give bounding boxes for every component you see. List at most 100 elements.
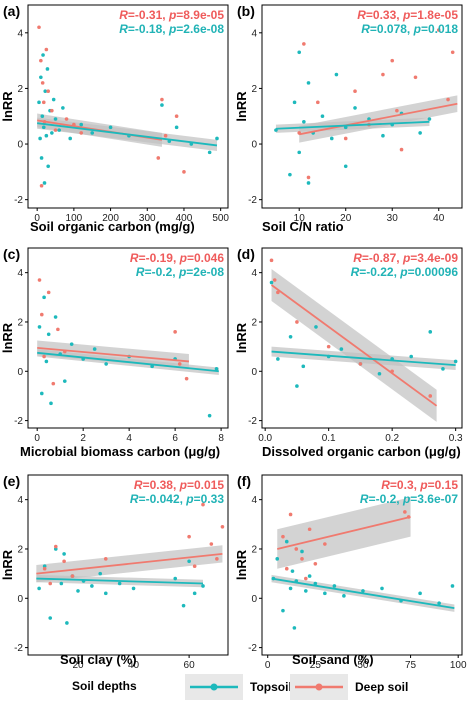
point-deep-soil bbox=[294, 547, 299, 551]
x-tick-label: 500 bbox=[212, 213, 229, 224]
point-topsoil bbox=[207, 413, 212, 418]
point-deep-soil bbox=[288, 512, 293, 517]
point-topsoil bbox=[90, 131, 95, 135]
panel-c: (c) -2 0 2 4 0 2 4 6 8 lnRR Microbial biomass carbo… bbox=[0, 246, 229, 459]
point-deep-soil bbox=[46, 290, 51, 295]
point-topsoil bbox=[65, 621, 69, 625]
point-topsoil bbox=[323, 591, 327, 596]
point-topsoil bbox=[276, 357, 280, 361]
point-topsoil bbox=[297, 150, 302, 155]
point-deep-soil bbox=[192, 564, 197, 569]
y-tick-label: 2 bbox=[17, 544, 23, 555]
point-topsoil bbox=[288, 334, 293, 339]
y-tick-label: 0 bbox=[251, 594, 257, 605]
point-deep-soil bbox=[399, 147, 404, 152]
x-tick-label: 50 bbox=[357, 660, 369, 671]
point-topsoil bbox=[41, 53, 45, 57]
point-deep-soil bbox=[306, 175, 311, 180]
panel-label: (b) bbox=[237, 3, 255, 19]
y-tick-label: 4 bbox=[17, 28, 23, 39]
point-deep-soil bbox=[50, 108, 54, 113]
point-deep-soil bbox=[220, 524, 225, 529]
stat-label-deep-soil: R=-0.87, p=3.4e-09 bbox=[353, 251, 458, 265]
x-tick-label: 0.1 bbox=[322, 433, 336, 444]
x-tick-label: 40 bbox=[128, 660, 140, 671]
point-topsoil bbox=[42, 181, 47, 185]
x-tick-label: 4 bbox=[126, 433, 132, 444]
y-tick-label: 0 bbox=[251, 140, 257, 151]
point-topsoil bbox=[192, 591, 197, 596]
x-tick-label: 40 bbox=[433, 213, 445, 224]
panel-label: (c) bbox=[3, 246, 20, 262]
point-topsoil bbox=[297, 50, 302, 55]
x-tick-label: 20 bbox=[72, 660, 84, 671]
point-deep-soil bbox=[40, 81, 45, 85]
point-topsoil bbox=[45, 67, 50, 71]
point-topsoil bbox=[117, 581, 122, 586]
point-topsoil bbox=[39, 75, 43, 80]
point-topsoil bbox=[53, 547, 58, 551]
point-deep-soil bbox=[177, 362, 182, 366]
point-topsoil bbox=[44, 133, 49, 138]
point-topsoil bbox=[187, 559, 191, 564]
point-topsoil bbox=[269, 280, 274, 285]
point-topsoil bbox=[284, 539, 289, 544]
panel-label: (f) bbox=[237, 473, 251, 489]
x-axis-title: Microbial biomass carbon (μg/g) bbox=[20, 444, 220, 459]
x-tick-label: 75 bbox=[405, 660, 417, 671]
point-deep-soil bbox=[281, 534, 285, 539]
point-topsoil bbox=[39, 391, 44, 396]
point-topsoil bbox=[353, 106, 357, 110]
point-topsoil bbox=[453, 359, 458, 364]
point-topsoil bbox=[361, 589, 365, 593]
fit-line-deep-soil bbox=[37, 346, 189, 363]
y-tick-label: 0 bbox=[17, 367, 23, 378]
fit-line-topsoil bbox=[271, 350, 456, 367]
x-axis-title: Soil clay (%) bbox=[60, 652, 137, 667]
point-deep-soil bbox=[316, 100, 320, 105]
point-topsoil bbox=[215, 136, 219, 141]
y-tick-label: 2 bbox=[251, 84, 257, 95]
fit-line-deep-soil bbox=[270, 284, 438, 407]
fit-line-topsoil bbox=[36, 577, 204, 585]
point-topsoil bbox=[207, 150, 212, 155]
fit-line-deep-soil bbox=[36, 553, 223, 575]
point-deep-soil bbox=[79, 131, 84, 135]
point-deep-soil bbox=[413, 75, 418, 80]
point-topsoil bbox=[306, 181, 311, 185]
point-topsoil bbox=[427, 117, 432, 121]
stat-label-deep-soil: R=-0.31, p=8.9e-05 bbox=[119, 8, 224, 22]
x-tick-label: 300 bbox=[139, 213, 156, 224]
x-tick-label: 0 bbox=[34, 433, 40, 444]
point-deep-soil bbox=[209, 542, 214, 546]
point-topsoil bbox=[314, 325, 318, 329]
panel-f: (f) -2 0 2 4 0 25 50 75 100 lnRR Soil sand (%) R=0.3… bbox=[234, 473, 467, 671]
stat-label-topsoil: R=-0.22, p=0.00096 bbox=[351, 265, 459, 279]
x-tick-label: 0 bbox=[265, 660, 271, 671]
point-topsoil bbox=[40, 114, 45, 119]
point-topsoil bbox=[304, 589, 308, 593]
point-deep-soil bbox=[160, 97, 164, 102]
point-deep-soil bbox=[307, 527, 312, 532]
point-topsoil bbox=[174, 125, 179, 130]
stat-label-topsoil: R=0.078, p=0.018 bbox=[361, 22, 458, 36]
legend-key-topsoil-dot bbox=[210, 683, 218, 691]
panel-label: (a) bbox=[3, 3, 20, 19]
point-topsoil bbox=[108, 125, 113, 130]
point-deep-soil bbox=[70, 574, 75, 578]
point-topsoil bbox=[320, 114, 325, 119]
panel-label: (e) bbox=[3, 473, 20, 489]
point-deep-soil bbox=[41, 100, 46, 105]
x-tick-label: 6 bbox=[172, 433, 178, 444]
point-topsoil bbox=[450, 584, 455, 588]
point-deep-soil bbox=[39, 183, 44, 188]
point-topsoil bbox=[377, 371, 382, 376]
fit-line-topsoil bbox=[271, 577, 455, 610]
point-topsoil bbox=[281, 608, 285, 613]
point-deep-soil bbox=[103, 557, 108, 561]
plot-area bbox=[27, 4, 229, 209]
point-deep-soil bbox=[313, 561, 318, 566]
point-topsoil bbox=[38, 136, 42, 141]
point-deep-soil bbox=[46, 89, 50, 94]
